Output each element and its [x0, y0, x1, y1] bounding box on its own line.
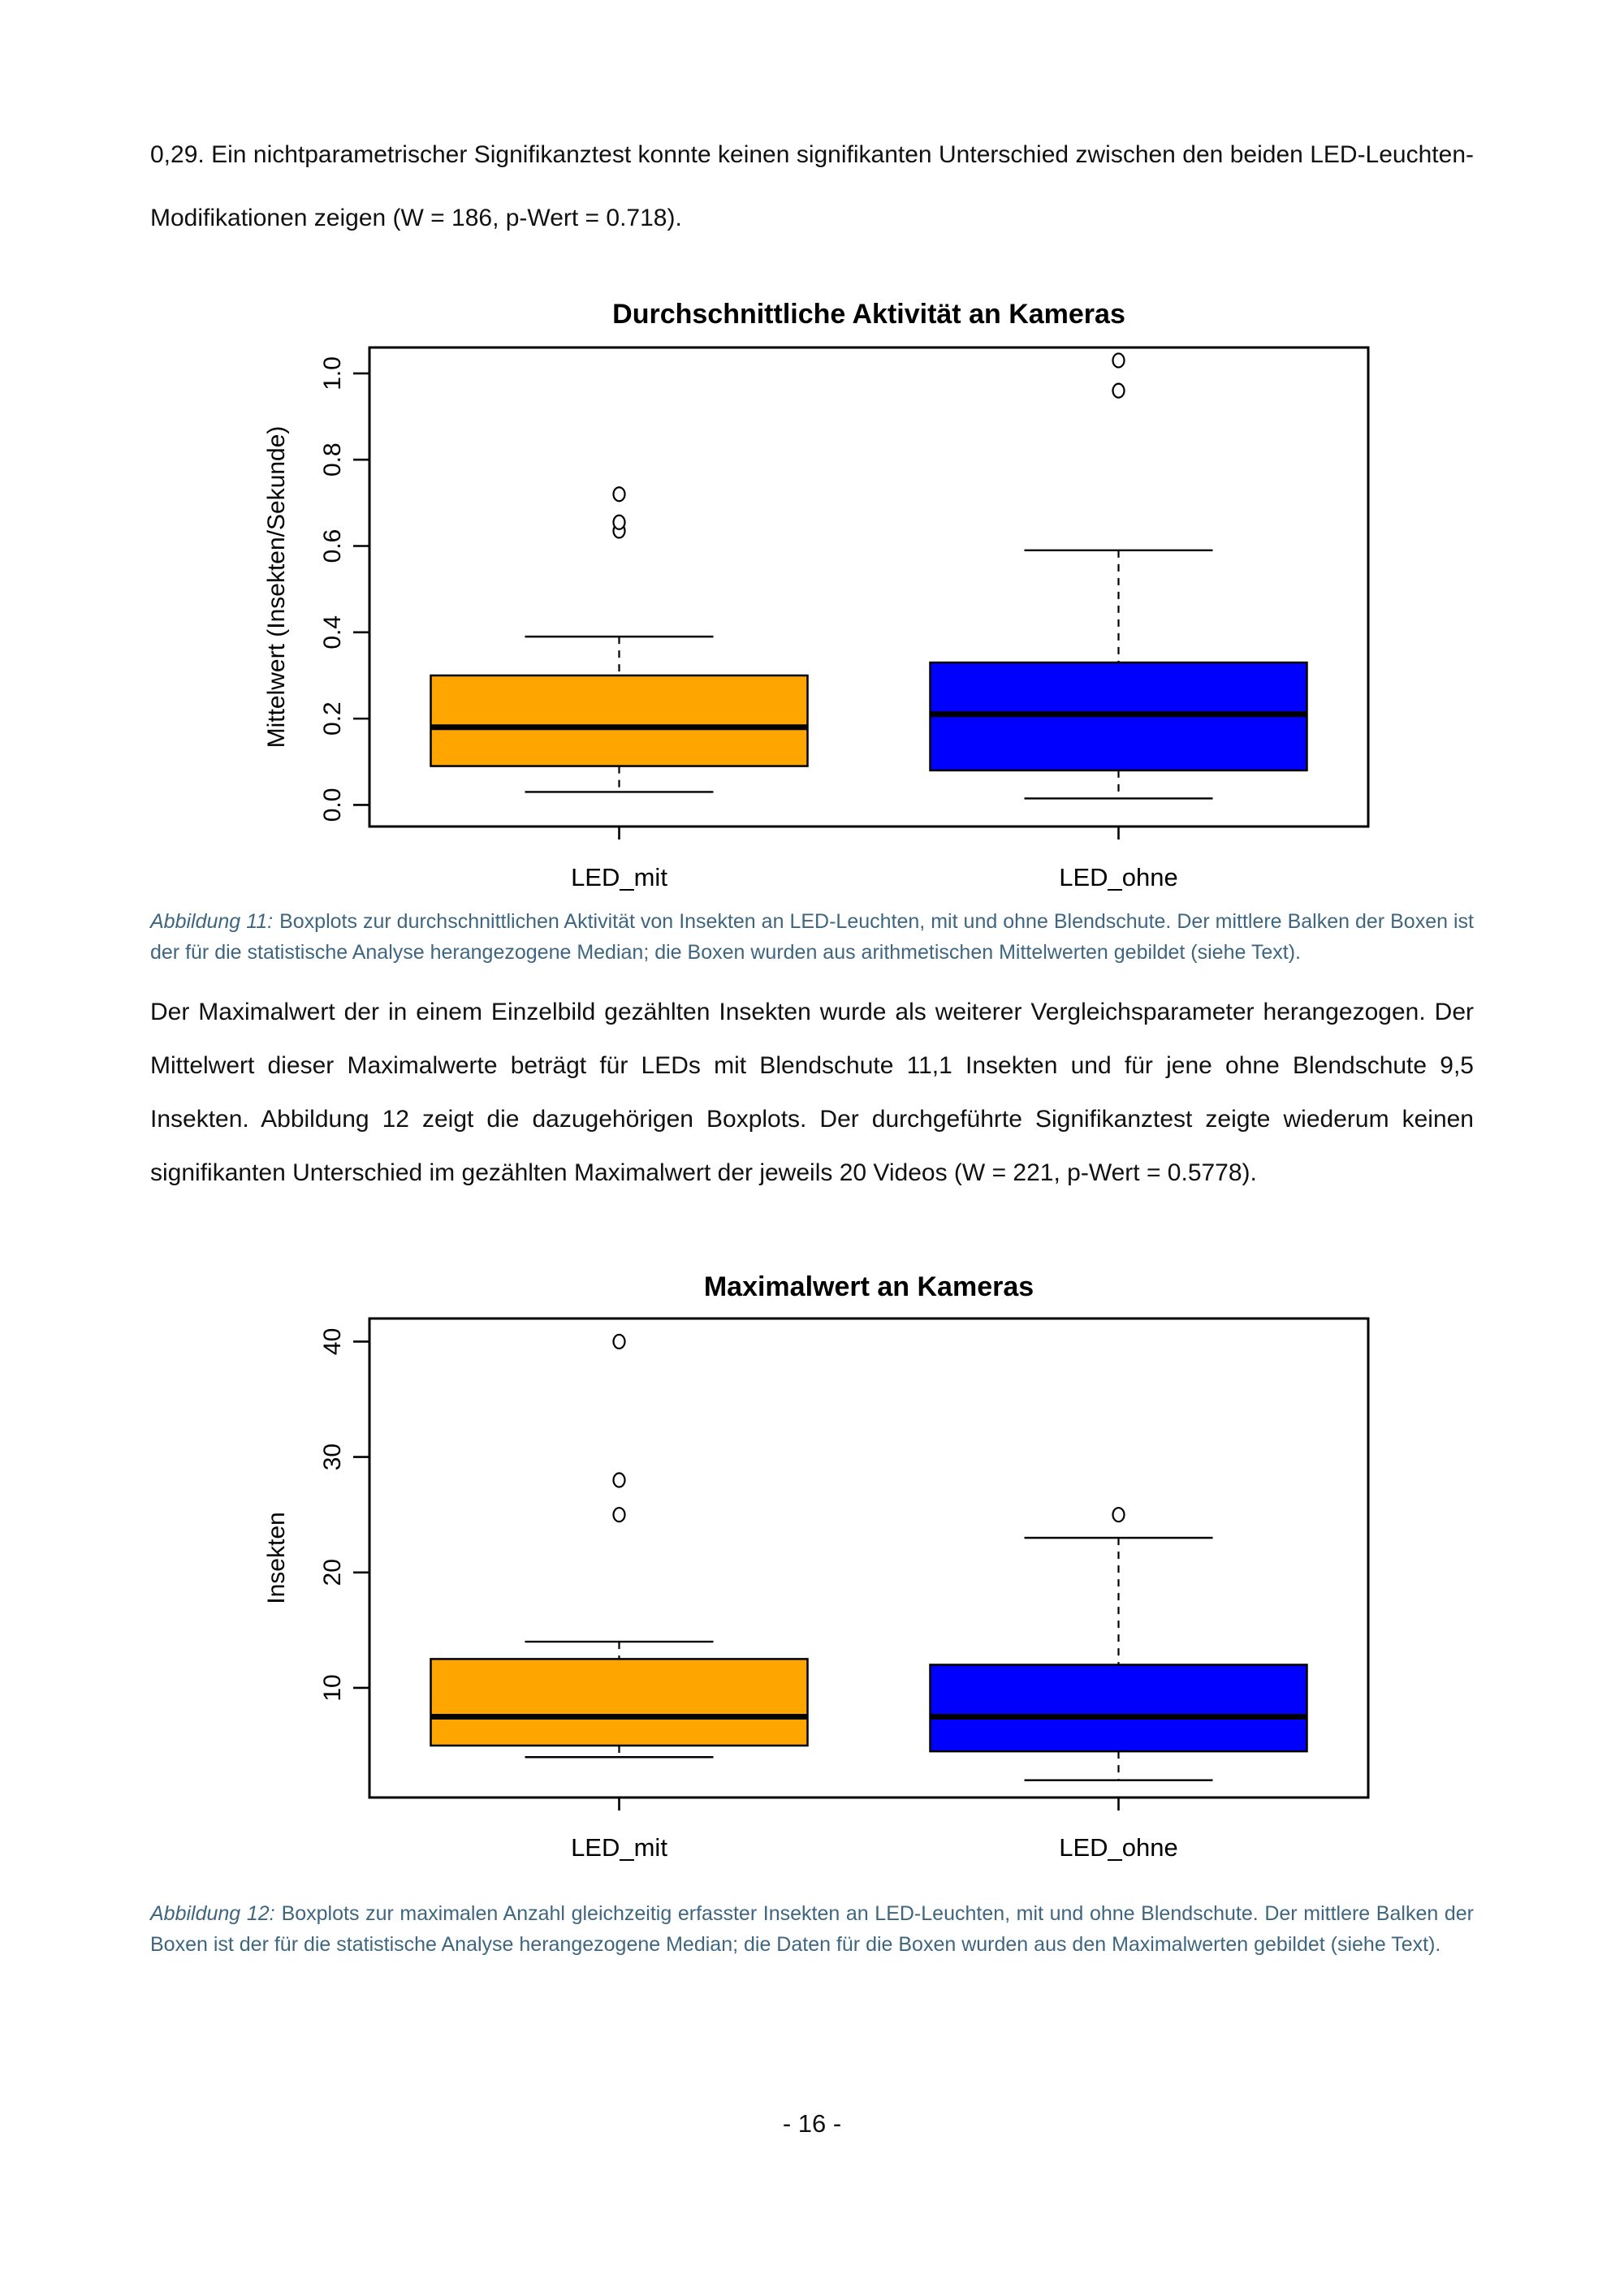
x-category-label: LED_ohne	[1059, 1833, 1178, 1862]
box-LED_mit	[430, 674, 809, 767]
paragraph-significance-test: 0,29. Ein nichtparametrischer Signifikan…	[150, 141, 1474, 231]
y-tick-label: 0.8	[319, 442, 346, 477]
caption-12-label: Abbildung 12:	[150, 1902, 275, 1925]
page-number: - 16 -	[782, 2109, 842, 2138]
outlier-point	[612, 514, 626, 530]
caption-12-text: Boxplots zur maximalen Anzahl gleichzeit…	[150, 1902, 1474, 1956]
outlier-point	[1112, 382, 1125, 399]
y-tick-label: 10	[319, 1674, 346, 1701]
caption-11-text: Boxplots zur durchschnittlichen Aktivitä…	[150, 910, 1474, 964]
paragraph-maximalwert: Der Maximalwert der in einem Einzelbild …	[150, 999, 1474, 1186]
boxplot-maximum-value-chart: Maximalwert an Kameras 10 20 30 40 Insekten LE…	[263, 1271, 1370, 1862]
boxplot-average-activity-chart: Durchschnittliche Aktivität an Kameras 0.…	[263, 299, 1370, 891]
y-axis-label: Insekten	[263, 1512, 290, 1603]
y-tick-label: 0.4	[319, 615, 346, 650]
box-LED_ohne	[929, 1664, 1308, 1753]
outlier-point	[612, 1333, 626, 1350]
figure-11: Durchschnittliche Aktivität an Kameras 0.…	[150, 287, 1474, 900]
plot-frame	[368, 346, 1370, 828]
outlier-point	[612, 486, 626, 503]
y-tick-label: 0.0	[319, 788, 346, 822]
caption-abbildung-11: Abbildung 11: Boxplots zur durchschnittli…	[150, 906, 1474, 968]
chart-title: Durchschnittliche Aktivität an Kameras	[612, 299, 1125, 330]
plot-frame	[368, 1317, 1370, 1799]
x-category-label: LED_mit	[571, 1833, 667, 1862]
y-tick-label: 20	[319, 1559, 346, 1586]
caption-11-label: Abbildung 11:	[150, 910, 274, 933]
outlier-point	[612, 1507, 626, 1523]
y-tick-label: 30	[319, 1444, 346, 1470]
box-LED_mit	[430, 1658, 809, 1747]
y-tick-label: 0.2	[319, 701, 346, 736]
outlier-point	[1112, 352, 1125, 369]
chart-title: Maximalwert an Kameras	[704, 1271, 1034, 1302]
y-tick-label: 0.6	[319, 529, 346, 563]
y-tick-label: 1.0	[319, 356, 346, 391]
figure-12: Maximalwert an Kameras 10 20 30 40 Insekten LE…	[150, 1247, 1474, 1888]
caption-abbildung-12: Abbildung 12: Boxplots zur maximalen Anza…	[150, 1898, 1474, 1960]
y-axis-label: Mittelwert (Insekten/Sekunde)	[263, 426, 290, 749]
x-category-label: LED_mit	[571, 863, 667, 891]
document-page: 0,29. Ein nichtparametrischer Signifikan…	[150, 141, 1474, 1960]
outlier-point	[1112, 1507, 1125, 1523]
outlier-point	[612, 1472, 626, 1488]
y-tick-label: 40	[319, 1328, 346, 1355]
x-category-label: LED_ohne	[1059, 863, 1178, 891]
